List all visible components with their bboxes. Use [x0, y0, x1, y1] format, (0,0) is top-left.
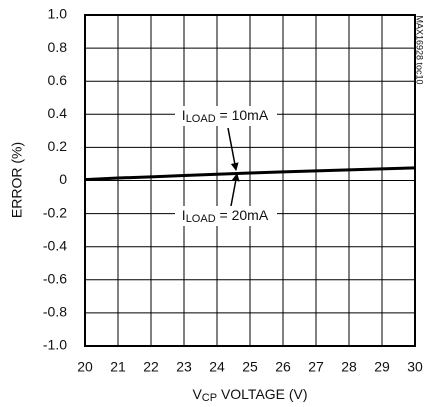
x-tick-label: 23 [176, 359, 192, 375]
annotation-bg [175, 206, 277, 226]
annotation-sub: LOAD [186, 213, 216, 225]
y-tick-label: -0.6 [43, 271, 67, 287]
arrow [230, 173, 240, 207]
y-tick-label: -0.8 [43, 304, 67, 320]
x-tick-label: 22 [143, 359, 159, 375]
y-tick-label: -1.0 [43, 337, 67, 353]
data-line [84, 166, 416, 182]
y-tick-label: 1.0 [48, 6, 68, 22]
plot-frame [84, 14, 416, 347]
x-tick-label: 21 [110, 359, 126, 375]
x-tick-label: 25 [242, 359, 258, 375]
arrow [227, 127, 239, 171]
annotation-bg [175, 106, 277, 126]
y-axis-label: ERROR (%) [9, 142, 25, 218]
annotation-main: I [182, 207, 186, 223]
annotation-sub: LOAD [186, 113, 216, 125]
y-tick-label: -0.2 [43, 204, 67, 220]
annotation-rest: = 10mA [216, 107, 269, 123]
grid [84, 14, 416, 347]
x-axis-label-rest: VOLTAGE (V) [217, 386, 308, 402]
side-note: MAX16928 toc10 [415, 15, 424, 84]
x-tick-label: 26 [275, 359, 291, 375]
x-axis-label-main: V [192, 386, 202, 402]
x-tick-label: 28 [341, 359, 357, 375]
y-tick-label: 0.8 [48, 39, 68, 55]
annotation: ILOAD = 20mA [182, 207, 269, 225]
y-tick-label: -0.4 [43, 237, 67, 253]
x-tick-label: 24 [209, 359, 225, 375]
annotation: ILOAD = 10mA [182, 107, 269, 125]
y-tick-label: 0 [59, 171, 67, 187]
annotation-rest: = 20mA [216, 207, 269, 223]
x-tick-label: 29 [374, 359, 390, 375]
marks [84, 166, 416, 182]
x-axis-label: VCP VOLTAGE (V) [192, 386, 307, 404]
x-axis-label-sub: CP [202, 392, 217, 404]
x-tick-label: 27 [308, 359, 324, 375]
labels: -1.0 -0.8 -0.6 -0.4 -0.2 0 0.2 0.4 0.6 0.8 1.0 20 21… [43, 6, 423, 375]
y-tick-label: 0.2 [48, 138, 68, 154]
x-tick-label: 20 [77, 359, 93, 375]
annotation-main: I [182, 107, 186, 123]
y-tick-label: 0.4 [48, 105, 68, 121]
x-tick-label: 30 [407, 359, 423, 375]
y-tick-label: 0.6 [48, 72, 68, 88]
